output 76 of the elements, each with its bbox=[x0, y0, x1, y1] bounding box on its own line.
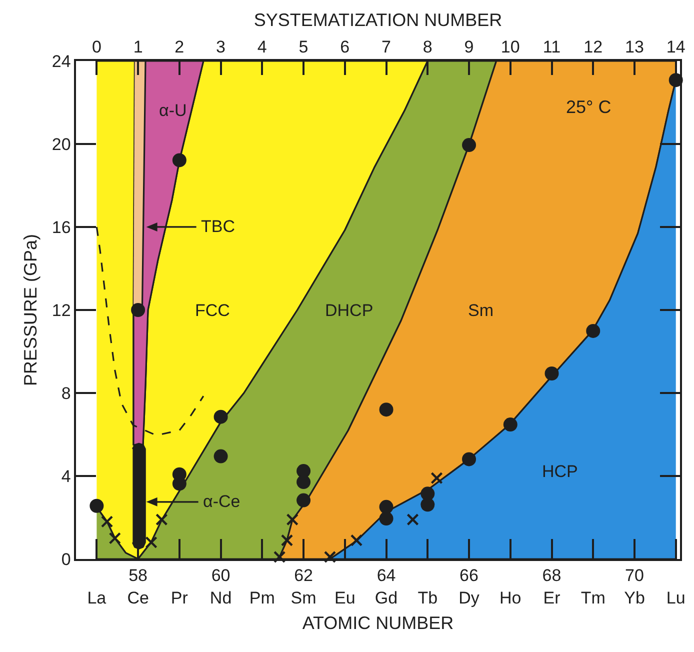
y-axis-title: PRESSURE (GPa) bbox=[20, 234, 41, 386]
x2-tick-label: 6 bbox=[340, 37, 350, 56]
y-tick-label: 24 bbox=[52, 52, 71, 71]
y-tick-label: 8 bbox=[61, 384, 71, 403]
x-tick-label: 62 Sm bbox=[290, 566, 316, 608]
x-tick-label: Lu bbox=[666, 588, 686, 608]
point bbox=[286, 513, 298, 526]
x-tick-label: Tb bbox=[418, 588, 438, 608]
point bbox=[462, 452, 476, 466]
x2-tick-label: 14 bbox=[666, 37, 686, 56]
point bbox=[131, 303, 146, 317]
point bbox=[406, 513, 419, 526]
point bbox=[544, 366, 559, 380]
point bbox=[379, 500, 394, 514]
point bbox=[462, 138, 476, 152]
series-label: DHCP bbox=[325, 301, 374, 320]
point bbox=[156, 513, 168, 526]
x2-tick-label: 8 bbox=[422, 37, 432, 56]
y-tick-label: 16 bbox=[52, 218, 71, 237]
x-tick-label: Pm bbox=[249, 588, 275, 608]
series-label: α-U bbox=[159, 101, 187, 120]
point bbox=[214, 410, 228, 424]
x-tick-label: Ho bbox=[500, 588, 522, 608]
x-tick-label: Pr bbox=[170, 588, 188, 608]
x-tick-label: Tm bbox=[580, 588, 606, 608]
point bbox=[90, 498, 104, 513]
x2-tick-label: 13 bbox=[625, 37, 644, 56]
x2-tick-label: 1 bbox=[133, 37, 143, 56]
point bbox=[172, 153, 186, 168]
point bbox=[324, 550, 336, 564]
point bbox=[296, 475, 311, 490]
x-tick-label: 60 Nd bbox=[210, 566, 232, 608]
x2-tick-label: 5 bbox=[298, 37, 308, 56]
y-tick-label: 12 bbox=[52, 300, 71, 320]
point bbox=[100, 516, 114, 528]
x2-axis-title: SYSTEMATIZATION NUMBER bbox=[254, 10, 502, 30]
point bbox=[430, 472, 443, 484]
x-tick-label: 68 Er bbox=[542, 566, 562, 608]
x2-tick-label: 4 bbox=[257, 37, 267, 56]
x2-tick-label: 2 bbox=[174, 37, 184, 56]
point bbox=[379, 512, 394, 526]
point bbox=[420, 498, 435, 512]
x2-tick-label: 9 bbox=[464, 37, 474, 56]
y-tick-label: 0 bbox=[61, 550, 71, 569]
x2-tick-label: 11 bbox=[542, 37, 561, 56]
point bbox=[503, 418, 518, 432]
x-tick-label: 70 Yb bbox=[624, 566, 645, 608]
series-label: Sm bbox=[468, 301, 494, 320]
x-tick-label: 66 Dy bbox=[458, 566, 480, 608]
point bbox=[280, 534, 294, 546]
x-tick-label: 58 Ce bbox=[127, 566, 149, 608]
series-label: FCC bbox=[195, 301, 230, 320]
x-tick-label: La bbox=[87, 588, 107, 608]
x2-tick-label: 7 bbox=[382, 37, 392, 56]
y-tick-label: 4 bbox=[61, 466, 71, 486]
point bbox=[273, 550, 286, 564]
annotation: TBC bbox=[201, 217, 235, 236]
x2-tick-label: 0 bbox=[92, 37, 102, 56]
point bbox=[145, 536, 158, 548]
x2-tick-label: 10 bbox=[500, 37, 520, 56]
x-tick-label: Eu bbox=[334, 588, 356, 608]
annotation: α-Ce bbox=[203, 492, 240, 511]
point bbox=[296, 493, 311, 508]
annotation: 25° C bbox=[566, 97, 612, 117]
point bbox=[108, 532, 121, 544]
x2-tick-label: 3 bbox=[216, 37, 226, 56]
x2-tick-label: 12 bbox=[584, 37, 603, 56]
series-label: HCP bbox=[542, 462, 578, 481]
point bbox=[379, 402, 394, 417]
x-axis-title: ATOMIC NUMBER bbox=[302, 612, 454, 633]
point bbox=[214, 449, 228, 464]
x-tick-label: 64 Gd bbox=[374, 566, 398, 608]
point bbox=[172, 476, 186, 491]
point bbox=[350, 534, 363, 546]
point bbox=[586, 324, 600, 338]
y-tick-label: 20 bbox=[52, 134, 71, 154]
